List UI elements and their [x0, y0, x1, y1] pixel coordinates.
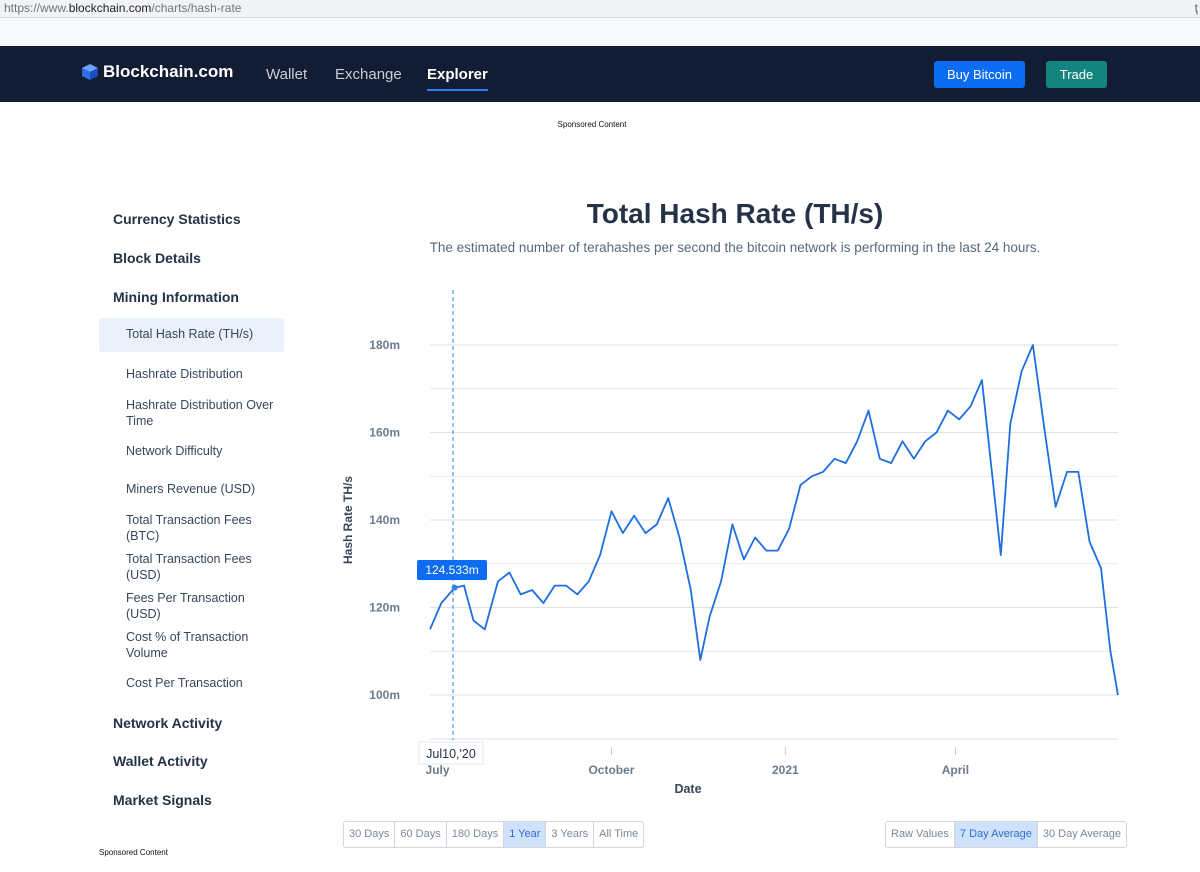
y-tick-label: 160m — [369, 426, 400, 440]
x-axis-ticks: July October 2021 April — [426, 747, 969, 777]
trade-button[interactable]: Trade — [1046, 61, 1107, 88]
range-60-days-button[interactable]: 60 Days — [395, 822, 447, 847]
url-scheme: https://www. — [4, 1, 69, 15]
chart-subtitle: The estimated number of terahashes per s… — [429, 240, 1041, 255]
sidebar-item-total-transaction-fees-usd[interactable]: Total Transaction Fees (USD) — [126, 552, 252, 582]
sidebar-section-block-details[interactable]: Block Details — [113, 250, 201, 266]
time-range-selector: 30 Days 60 Days 180 Days 1 Year 3 Years … — [343, 821, 645, 848]
y-axis-ticks: 100m 120m 140m 160m 180m — [369, 338, 400, 702]
range-all-time-button[interactable]: All Time — [594, 822, 644, 847]
x-tick-label: October — [588, 763, 634, 777]
x-tooltip-date: Jul10,'20 — [426, 747, 476, 761]
y-axis-label: Hash Rate TH/s — [341, 476, 355, 564]
sidebar-section-mining-information[interactable]: Mining Information — [113, 289, 239, 305]
logo-text: Blockchain.com — [103, 62, 234, 81]
x-tick-label: April — [942, 763, 969, 777]
hash-rate-series-line — [429, 344, 1119, 696]
nav-wallet[interactable]: Wallet — [266, 66, 308, 83]
chart-title: Total Hash Rate (TH/s) — [586, 198, 884, 229]
tooltip-box — [417, 560, 487, 580]
average-selector: Raw Values 7 Day Average 30 Day Average — [885, 821, 1127, 848]
url-path: /charts/hash-rate — [151, 1, 242, 15]
sidebar-section-wallet-activity[interactable]: Wallet Activity — [113, 753, 208, 769]
x-tooltip-box — [418, 741, 484, 765]
star-icon[interactable]: ţ — [1194, 1, 1198, 15]
seven-day-average-button[interactable]: 7 Day Average — [954, 822, 1038, 847]
tooltip-value: 124.533m — [425, 563, 478, 577]
chart-grid — [430, 344, 1118, 740]
sponsored-label-bottom: Sponsored Content — [99, 848, 168, 857]
url-host: blockchain.com — [68, 1, 152, 15]
browser-toolbar — [0, 18, 1200, 46]
address-bar[interactable]: https://www.blockchain.com/charts/hash-r… — [0, 0, 1200, 18]
thirty-day-average-button[interactable]: 30 Day Average — [1037, 822, 1126, 847]
range-1-year-button[interactable]: 1 Year — [504, 822, 547, 847]
range-180-days-button[interactable]: 180 Days — [446, 822, 505, 847]
y-tick-label: 140m — [369, 513, 400, 527]
y-tick-label: 180m — [369, 338, 400, 352]
x-tick-label: July — [426, 763, 450, 777]
nav-exchange[interactable]: Exchange — [335, 66, 402, 83]
x-tick-label: 2021 — [772, 763, 799, 777]
sidebar-section-market-signals[interactable]: Market Signals — [113, 792, 212, 808]
sidebar-item-network-difficulty[interactable]: Network Difficulty — [126, 444, 223, 458]
range-3-years-button[interactable]: 3 Years — [546, 822, 595, 847]
sidebar-item-cost-per-transaction[interactable]: Cost Per Transaction — [126, 676, 243, 690]
hover-point — [451, 584, 458, 591]
sidebar-section-network-activity[interactable]: Network Activity — [113, 715, 223, 731]
blockchain-logo-icon — [82, 64, 98, 80]
y-tick-label: 100m — [369, 688, 400, 702]
sidebar-item-cost-percent-transaction-volume[interactable]: Cost % of Transaction Volume — [126, 630, 249, 660]
top-navigation: Blockchain.com Wallet Exchange Explorer … — [0, 46, 1200, 102]
sidebar-item-total-hash-rate[interactable]: Total Hash Rate (TH/s) — [99, 318, 284, 352]
range-30-days-button[interactable]: 30 Days — [344, 822, 396, 847]
raw-values-button[interactable]: Raw Values — [886, 822, 955, 847]
buy-bitcoin-button[interactable]: Buy Bitcoin — [934, 61, 1025, 88]
nav-explorer[interactable]: Explorer — [427, 66, 488, 91]
sponsored-label-top: Sponsored Content — [557, 120, 627, 129]
sidebar-item-miners-revenue[interactable]: Miners Revenue (USD) — [126, 482, 256, 496]
x-axis-label: Date — [674, 782, 701, 796]
sidebar-item-total-transaction-fees-btc[interactable]: Total Transaction Fees (BTC) — [126, 513, 252, 543]
sidebar-item-fees-per-transaction[interactable]: Fees Per Transaction (USD) — [126, 591, 245, 621]
site-logo[interactable]: Blockchain.com — [82, 62, 233, 82]
sidebar-item-hashrate-distribution[interactable]: Hashrate Distribution — [126, 367, 243, 381]
sidebar-section-currency-statistics[interactable]: Currency Statistics — [113, 211, 241, 227]
sidebar-item-hashrate-distribution-over-time[interactable]: Hashrate Distribution Over Time — [126, 398, 274, 428]
y-tick-label: 120m — [369, 601, 400, 615]
